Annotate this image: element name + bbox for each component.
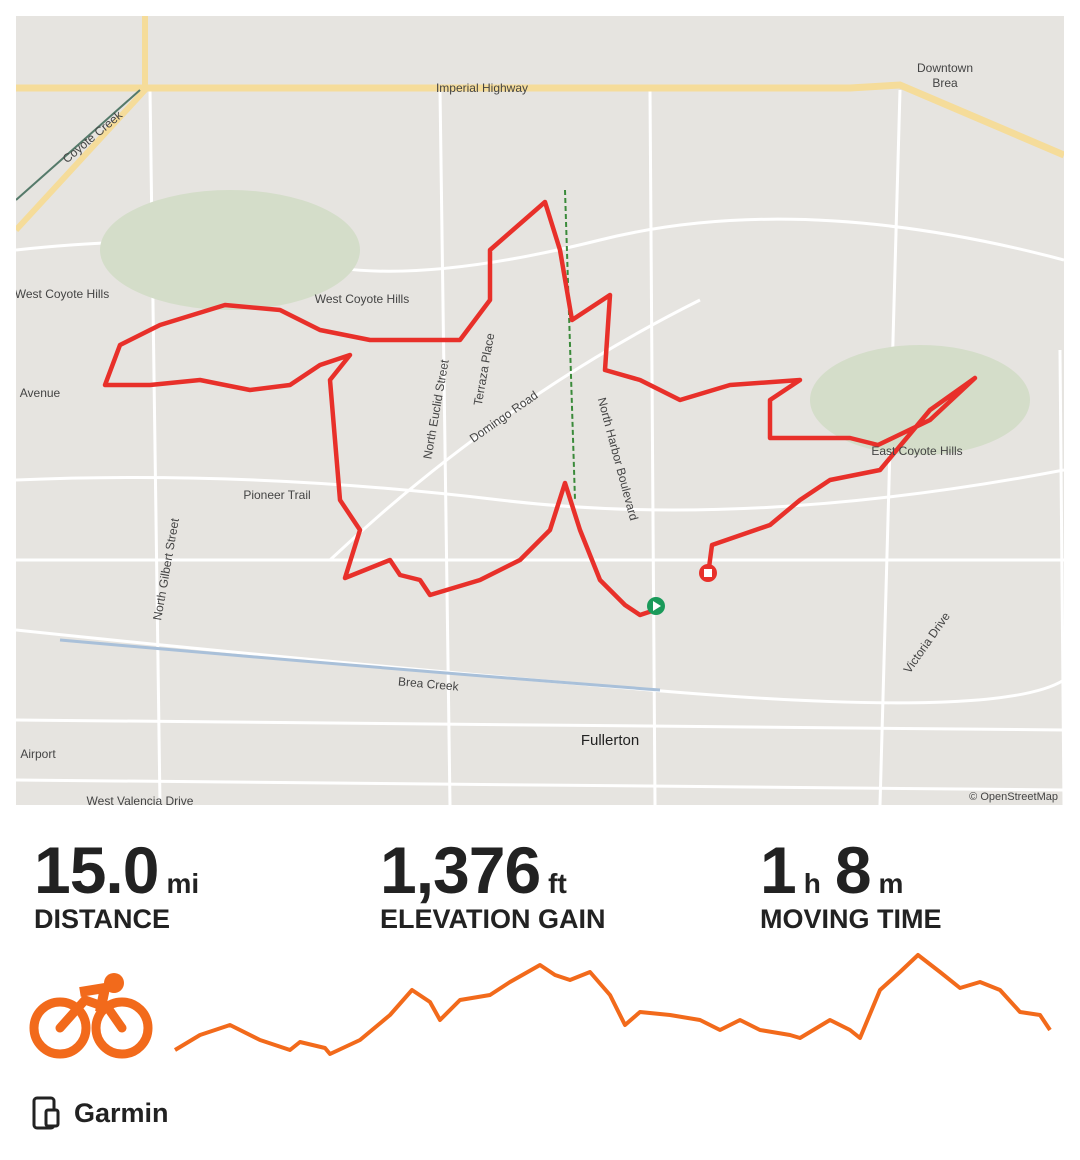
map-label: Imperial Highway (436, 81, 528, 95)
stat-label: MOVING TIME (760, 904, 942, 934)
map-label: West Coyote Hills (16, 287, 109, 301)
stat-label: DISTANCE (34, 904, 171, 934)
map-label: Avenue (20, 386, 61, 400)
park (100, 190, 360, 310)
map-label: Downtown (917, 61, 973, 75)
creek (59, 638, 661, 692)
device-name: Garmin (74, 1097, 169, 1128)
park (810, 345, 1030, 455)
map-label: Airport (20, 747, 56, 761)
distance: 15.0 mi DISTANCE (34, 832, 213, 935)
attribution: © OpenStreetMap (969, 791, 1058, 803)
stat-value: 8 (834, 833, 872, 907)
map-label: Pioneer Trail (243, 488, 310, 502)
highway (16, 16, 148, 233)
trail (564, 189, 576, 501)
device: Garmin (32, 1096, 169, 1130)
stat-label: ELEVATION GAIN (380, 904, 606, 934)
bike-icon (29, 994, 153, 1059)
stat-unit: m (878, 868, 904, 899)
map-label: West Valencia Drive (87, 794, 194, 805)
bike-icon-body (79, 981, 112, 1014)
streets (16, 89, 1064, 805)
route (102, 199, 978, 618)
creek (16, 89, 141, 201)
activity-graphics (29, 953, 1052, 1059)
elevation: 1,376 ft ELEVATION GAIN (380, 832, 606, 935)
stat-value: 15.0 (34, 833, 159, 907)
stat-value: 1 (760, 833, 797, 907)
start-pin (647, 597, 665, 615)
highway (16, 81, 1064, 159)
stat-value: 1,376 (380, 833, 541, 907)
end-pin (699, 564, 717, 582)
elevation-profile (173, 953, 1052, 1056)
stat-unit: mi (166, 868, 200, 899)
map-label: Fullerton (581, 732, 639, 749)
stat-unit: ft (548, 868, 567, 899)
map-label: West Coyote Hills (315, 292, 409, 306)
map-label: Brea Creek (398, 674, 461, 693)
device-icon (32, 1096, 60, 1130)
map-label: East Coyote Hills (871, 444, 962, 458)
stat-unit: h (803, 868, 821, 899)
map-label: Brea (932, 76, 958, 90)
